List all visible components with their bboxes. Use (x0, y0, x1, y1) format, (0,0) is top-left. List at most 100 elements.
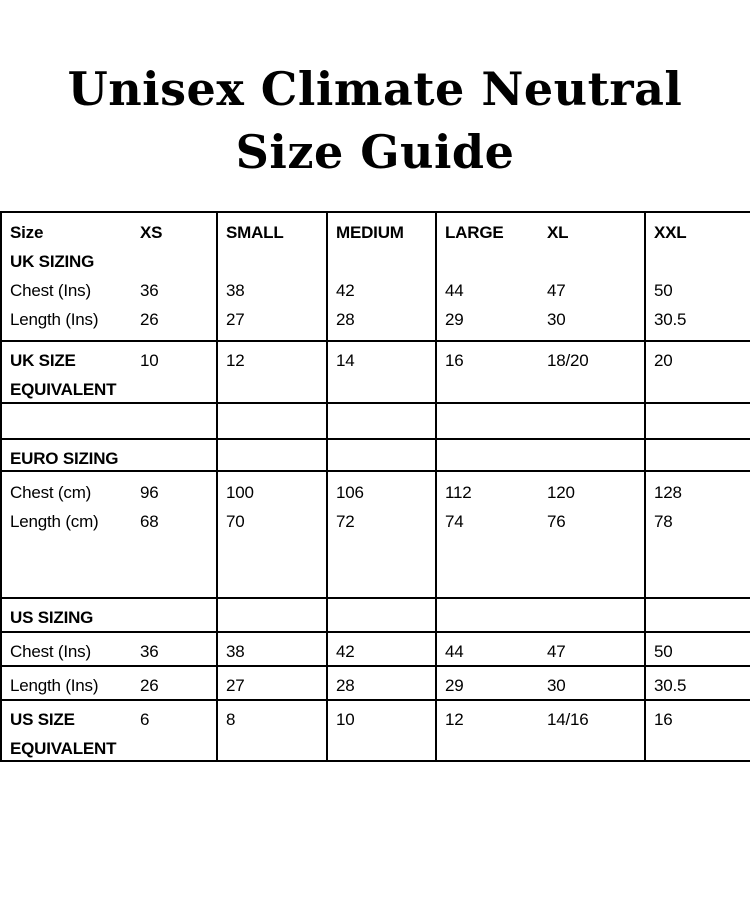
uk-chest-xxl: 50 (654, 281, 673, 300)
value-line: 16 18/20 (437, 346, 644, 375)
header-xxl: XXL (654, 223, 687, 242)
page-title: Unisex Climate Neutral Size Guide (0, 58, 750, 184)
spacer-cell (437, 404, 646, 438)
uk-chest-label: Chest (Ins) (10, 281, 91, 300)
uk-equiv-line-1: UK SIZE 10 (2, 346, 216, 375)
size-guide-table: Size XS UK SIZING Chest (Ins) 36 Length … (0, 211, 750, 762)
empty-line (646, 247, 750, 276)
uk-equiv-medium-cell: 14 (328, 342, 437, 402)
us-chest-label-cell: Chest (Ins) 36 (2, 633, 218, 665)
empty-cell (437, 440, 646, 470)
uk-xxl-column-cell: XXL 50 30.5 (646, 213, 750, 340)
euro-length-line: 72 (328, 507, 435, 536)
uk-small-column-cell: SMALL 38 27 (218, 213, 328, 340)
uk-sizing-section-label: UK SIZING (10, 252, 95, 271)
empty-line (328, 247, 435, 276)
uk-length-small: 27 (226, 310, 245, 329)
euro-length-large: 74 (445, 512, 464, 531)
us-chest-label: Chest (Ins) (10, 642, 91, 661)
euro-chest-xs: 96 (140, 483, 159, 502)
uk-equiv-label-cell: UK SIZE 10 EQUIVALENT (2, 342, 218, 402)
title-line-1: Unisex Climate Neutral (67, 62, 683, 116)
uk-label-column-cell: Size XS UK SIZING Chest (Ins) 36 Length … (2, 213, 218, 340)
header-xl: XL (547, 223, 569, 242)
euro-chest-xl: 120 (547, 483, 575, 502)
euro-sizing-label-cell: EURO SIZING (2, 440, 218, 470)
value-line: 16 (646, 705, 750, 734)
table-block-euro-data: Chest (cm) 96 Length (cm) 68 100 70 106 (2, 472, 750, 599)
uk-chest-line: Chest (Ins) 36 (2, 276, 216, 305)
us-chest-medium-cell: 42 (328, 633, 437, 665)
us-length-line: 29 30 (437, 671, 644, 699)
table-block-us-chest: Chest (Ins) 36 38 42 44 47 (2, 633, 750, 667)
header-row-line: MEDIUM (328, 218, 435, 247)
value-line: 20 (646, 346, 750, 375)
euro-chest-medium: 106 (336, 483, 364, 502)
euro-chest-small: 100 (226, 483, 254, 502)
us-length-small-cell: 27 (218, 667, 328, 699)
euro-chest-line: Chest (cm) 96 (2, 478, 216, 507)
us-size-equiv-label-2: EQUIVALENT (10, 739, 117, 758)
us-length-label: Length (Ins) (10, 676, 99, 695)
value-line: 8 (218, 705, 326, 734)
header-large: LARGE (445, 223, 504, 242)
empty-cell (218, 599, 328, 631)
uk-length-label: Length (Ins) (10, 310, 99, 329)
euro-xxl-cell: 128 78 (646, 472, 750, 597)
us-length-xl: 30 (547, 676, 566, 695)
us-length-large-xl-cell: 29 30 (437, 667, 646, 699)
us-length-line: 30.5 (646, 671, 750, 699)
uk-chest-line: 38 (218, 276, 326, 305)
uk-chest-small: 38 (226, 281, 245, 300)
us-chest-line: 44 47 (437, 637, 644, 665)
us-chest-line: Chest (Ins) 36 (2, 637, 216, 665)
us-equiv-line-1: US SIZE 6 (2, 705, 216, 734)
table-block-us-sizing-header: US SIZING (2, 599, 750, 633)
uk-length-xs: 26 (140, 310, 159, 329)
us-chest-small-cell: 38 (218, 633, 328, 665)
uk-chest-line: 50 (646, 276, 750, 305)
us-chest-large: 44 (445, 642, 464, 661)
uk-equiv-xs: 10 (140, 351, 159, 370)
table-block-spacer (2, 404, 750, 440)
value-line: 10 (328, 705, 435, 734)
us-length-line: 28 (328, 671, 435, 699)
euro-chest-line: 128 (646, 478, 750, 507)
euro-label-cell: Chest (cm) 96 Length (cm) 68 (2, 472, 218, 597)
uk-equiv-xxl-cell: 20 (646, 342, 750, 402)
euro-sizing-section-label: EURO SIZING (10, 449, 119, 468)
uk-chest-medium: 42 (336, 281, 355, 300)
us-chest-medium: 42 (336, 642, 355, 661)
header-medium: MEDIUM (336, 223, 404, 242)
uk-equiv-medium: 14 (336, 351, 355, 370)
empty-cell (437, 599, 646, 631)
us-length-small: 27 (226, 676, 245, 695)
uk-sizing-section-line: UK SIZING (2, 247, 216, 276)
euro-length-line: 78 (646, 507, 750, 536)
value-line: 12 14/16 (437, 705, 644, 734)
empty-cell (646, 440, 750, 470)
euro-chest-line: 106 (328, 478, 435, 507)
us-length-medium: 28 (336, 676, 355, 695)
euro-chest-xxl: 128 (654, 483, 682, 502)
us-length-xs: 26 (140, 676, 159, 695)
uk-equiv-large: 16 (445, 351, 464, 370)
us-equiv-small: 8 (226, 710, 236, 729)
us-chest-large-xl-cell: 44 47 (437, 633, 646, 665)
euro-length-xs: 68 (140, 512, 159, 531)
us-chest-line: 38 (218, 637, 326, 665)
us-chest-xxl-cell: 50 (646, 633, 750, 665)
uk-length-line: 28 (328, 305, 435, 334)
euro-chest-large: 112 (445, 483, 472, 502)
header-row-line: XXL (646, 218, 750, 247)
euro-small-cell: 100 70 (218, 472, 328, 597)
table-block-uk-size-equivalent: UK SIZE 10 EQUIVALENT 12 14 16 (2, 342, 750, 404)
header-row-line: SMALL (218, 218, 326, 247)
euro-length-small: 70 (226, 512, 245, 531)
uk-length-line: 30.5 (646, 305, 750, 334)
empty-line (218, 247, 326, 276)
spacer-cell (218, 404, 328, 438)
table-block-us-size-equivalent: US SIZE 6 EQUIVALENT 8 10 12 (2, 701, 750, 762)
us-equiv-xs: 6 (140, 710, 150, 729)
us-equiv-large: 12 (445, 710, 464, 729)
